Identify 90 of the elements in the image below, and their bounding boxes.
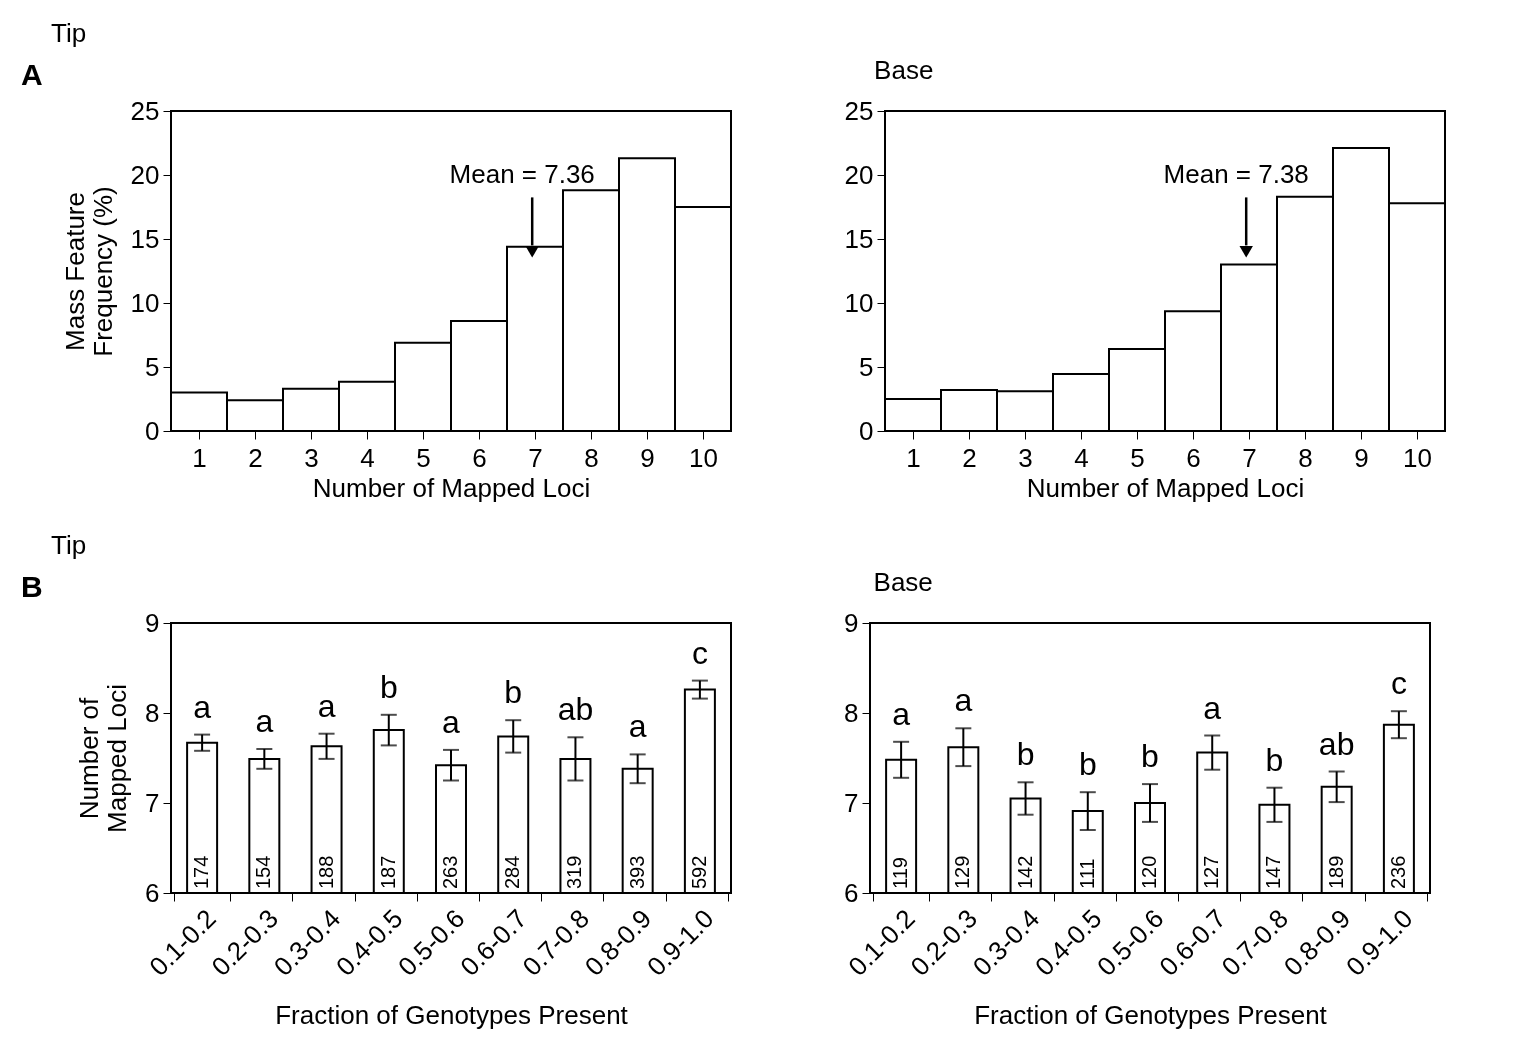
chart-title: Base	[874, 55, 934, 85]
annotation: 284	[501, 855, 524, 889]
annotation: 187	[376, 855, 399, 889]
y-tick-label: 0	[859, 415, 874, 446]
annotation: Mean = 7.38	[1163, 158, 1309, 189]
annotation: a	[892, 695, 911, 732]
chart-title: Base	[873, 567, 933, 597]
x-tick-label: 3	[304, 442, 319, 473]
x-tick-label: 6	[472, 442, 487, 473]
annotation: a	[1203, 689, 1222, 726]
chart-title: Tip	[51, 18, 87, 48]
y-tick-label: 15	[130, 223, 160, 254]
annotation: b	[1078, 746, 1097, 783]
annotation: a	[954, 682, 973, 719]
x-tick-label: 2	[248, 442, 263, 473]
y-tick-label: 25	[844, 95, 874, 126]
y-tick-label: 8	[844, 697, 859, 728]
annotation: ab	[557, 691, 594, 728]
y-tick-label: 0	[145, 415, 160, 446]
y-tick-label: 10	[844, 287, 874, 318]
x-tick-label: 8	[584, 442, 599, 473]
x-tick-label: 1	[192, 442, 207, 473]
x-axis-title: Fraction of Genotypes Present	[974, 1000, 1328, 1031]
x-tick-label: 1	[906, 442, 921, 473]
y-tick-label: 7	[844, 787, 859, 818]
x-tick-label: 10	[689, 442, 718, 473]
annotation: 129	[951, 855, 974, 889]
y-axis-title: Mass Feature Frequency (%)	[59, 186, 118, 357]
y-tick-label: 20	[844, 159, 874, 190]
x-tick-label: 10	[1403, 442, 1432, 473]
y-tick-label: 8	[145, 697, 160, 728]
y-tick-label: 5	[859, 351, 874, 382]
y-tick-label: 6	[844, 877, 859, 908]
annotation: 188	[314, 855, 337, 889]
annotation: 154	[252, 855, 275, 889]
y-tick-label: 25	[130, 95, 160, 126]
annotation: 236	[1386, 855, 1409, 889]
y-tick-label: 10	[130, 287, 160, 318]
x-axis-title: Number of Mapped Loci	[312, 472, 591, 503]
annotation: 174	[190, 855, 213, 889]
annotation: 319	[563, 855, 586, 889]
y-tick-label: 7	[145, 787, 160, 818]
y-tick-label: 20	[130, 159, 160, 190]
annotation: a	[442, 703, 461, 740]
annotation: a	[193, 688, 212, 725]
annotation: a	[255, 703, 274, 739]
annotation: b	[379, 668, 398, 705]
x-tick-label: 4	[1074, 442, 1089, 473]
x-tick-label: 9	[640, 442, 655, 473]
annotation: a	[628, 708, 647, 745]
x-axis-title: Fraction of Genotypes Present	[275, 1000, 629, 1031]
annotation: 111	[1075, 858, 1098, 889]
x-tick-label: 4	[360, 442, 375, 473]
annotation: ab	[1318, 725, 1355, 762]
x-tick-label: 5	[416, 442, 431, 473]
annotation: 147	[1262, 855, 1285, 889]
x-tick-label: 8	[1298, 442, 1313, 473]
annotation: b	[1141, 738, 1159, 775]
annotation: 142	[1013, 855, 1036, 889]
y-tick-label: 9	[145, 607, 160, 638]
annotation: 127	[1200, 855, 1223, 889]
text: A	[21, 58, 43, 91]
annotation: b	[1016, 736, 1035, 773]
x-axis-title: Number of Mapped Loci	[1026, 472, 1305, 503]
annotation: 592	[687, 855, 710, 889]
y-axis-title: Number of Mapped Loci	[74, 684, 133, 833]
annotation: c	[1390, 665, 1407, 702]
text: B	[21, 570, 43, 603]
y-tick-label: 9	[844, 607, 859, 638]
annotation: 119	[889, 857, 912, 889]
annotation: 263	[439, 855, 461, 889]
x-tick-label: 6	[1186, 442, 1201, 473]
y-tick-label: 15	[844, 223, 874, 254]
annotation: 120	[1138, 855, 1160, 889]
chart-title: Tip	[51, 530, 87, 560]
annotation: 393	[625, 855, 648, 889]
annotation: b	[504, 674, 523, 711]
annotation: a	[317, 687, 336, 724]
x-tick-label: 5	[1130, 442, 1145, 473]
x-tick-label: 9	[1354, 442, 1369, 473]
annotation: Mean = 7.36	[449, 158, 595, 189]
x-tick-label: 7	[528, 442, 543, 473]
x-tick-label: 7	[1242, 442, 1257, 473]
x-tick-label: 3	[1018, 442, 1033, 473]
y-tick-label: 5	[145, 351, 160, 382]
annotation: c	[691, 634, 708, 671]
y-tick-label: 6	[145, 877, 160, 908]
x-tick-label: 2	[962, 442, 977, 473]
annotation: 189	[1324, 855, 1347, 889]
annotation: b	[1265, 741, 1284, 778]
